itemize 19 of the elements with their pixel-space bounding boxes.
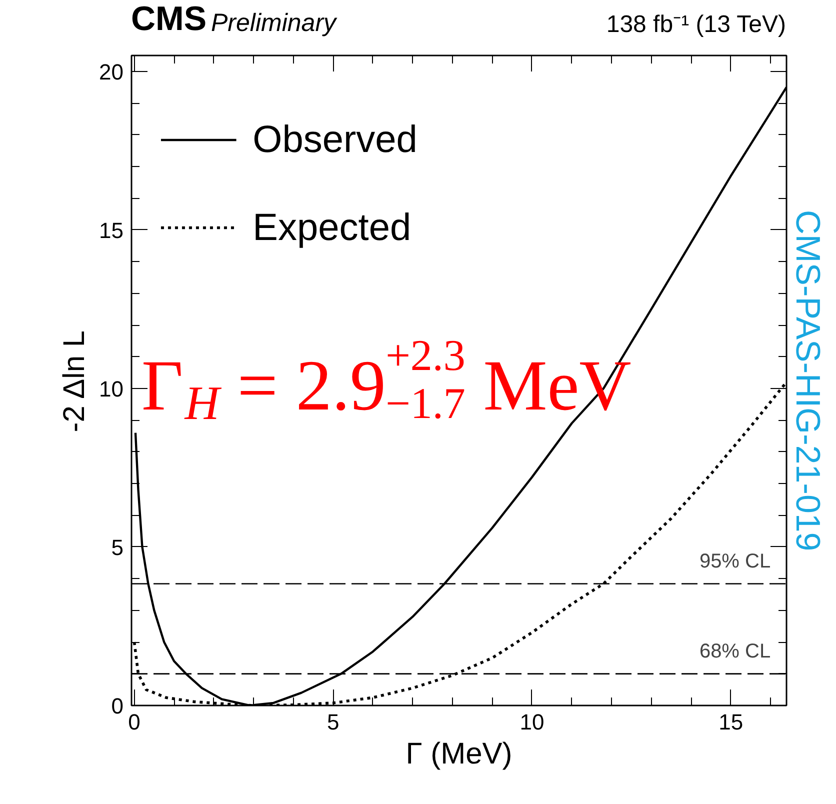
legend-label: Expected — [252, 206, 412, 249]
x-tick-label: 5 — [327, 710, 340, 734]
legend-label: Observed — [252, 119, 418, 161]
chart-title: CMS — [131, 0, 207, 40]
y-axis-title: -2 Δln L — [58, 330, 92, 432]
ref-line-label: 95% CL — [699, 550, 771, 573]
x-axis-title: Γ (MeV) — [406, 738, 512, 770]
ref-line-label: 68% CL — [699, 640, 771, 663]
y-tick-label: 15 — [99, 218, 124, 243]
chart-subtitle: Preliminary — [211, 8, 336, 40]
y-tick-label: 5 — [111, 534, 124, 560]
y-tick-label: 10 — [99, 376, 124, 402]
x-tick-label: 15 — [718, 710, 744, 734]
text: CMS-PAS-HIG-21-019 — [788, 210, 826, 552]
y-tick-label: 0 — [111, 694, 124, 718]
text: 138 fb⁻¹ (13 TeV) — [606, 10, 786, 40]
x-tick-label: 10 — [520, 710, 544, 734]
x-tick-label: 0 — [128, 710, 140, 734]
y-tick-label: 20 — [99, 59, 124, 84]
